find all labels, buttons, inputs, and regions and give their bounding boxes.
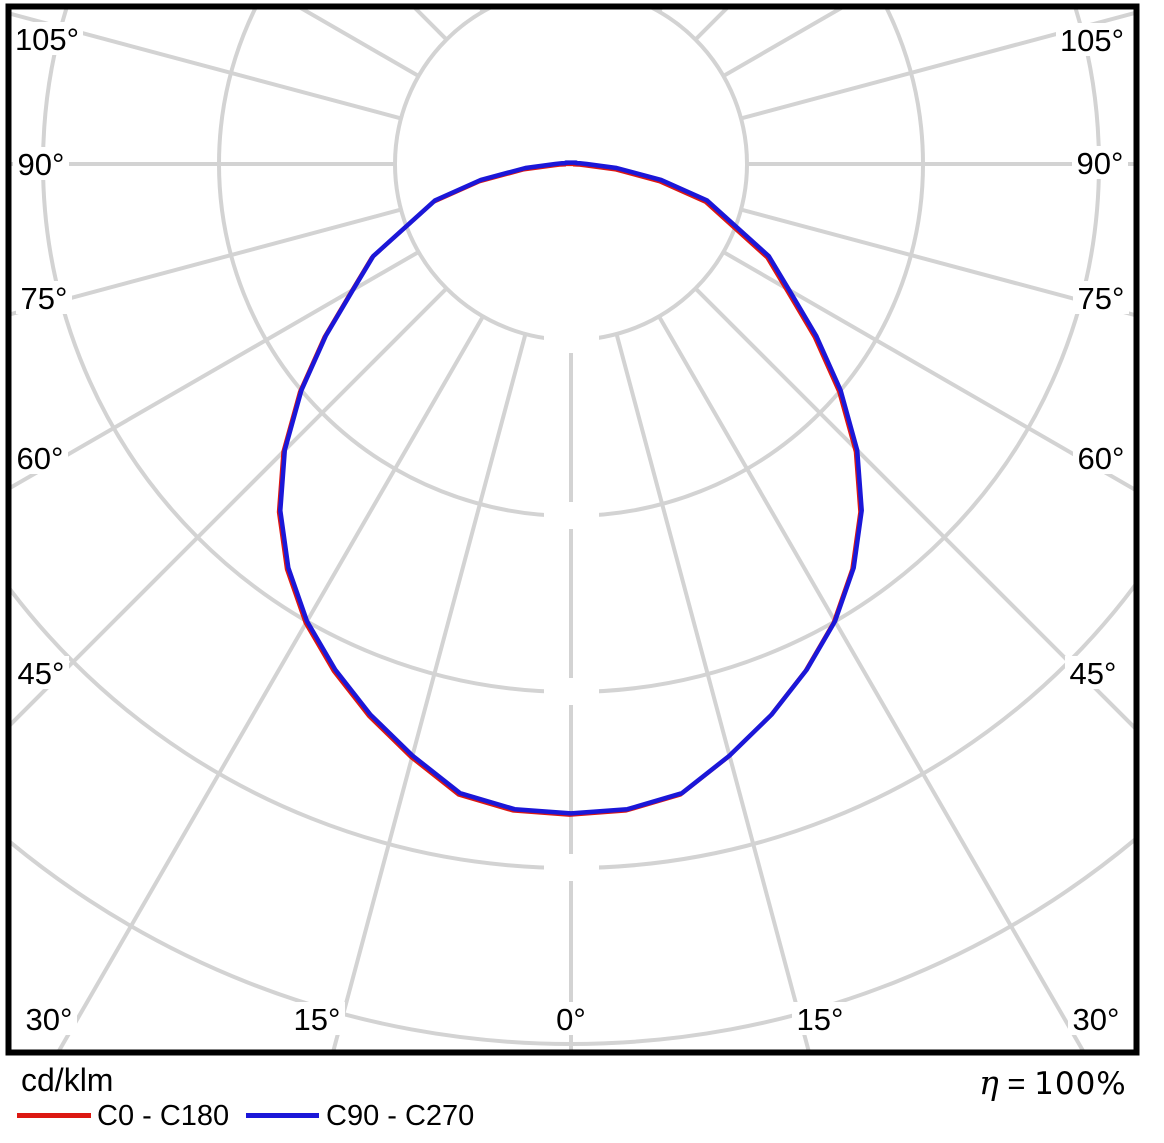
gamma-label: 60° bbox=[1078, 441, 1125, 476]
eta-equals: = bbox=[998, 1066, 1035, 1101]
gamma-label: 105° bbox=[15, 22, 79, 57]
gamma-label: 15° bbox=[294, 1002, 341, 1037]
gamma-label: 60° bbox=[17, 441, 64, 476]
gamma-label: 90° bbox=[1077, 146, 1124, 181]
gamma-label: 30° bbox=[1073, 1002, 1120, 1037]
legend-swatch-c0-c180 bbox=[17, 1113, 91, 1118]
gamma-label: 0° bbox=[556, 1002, 586, 1037]
gamma-label: 30° bbox=[26, 1002, 73, 1037]
unit-label: cd/klm bbox=[21, 1062, 114, 1098]
axis-label-boxes bbox=[544, 326, 599, 881]
curve-c90-c270 bbox=[278, 160, 864, 816]
legend-swatch-c90-c270 bbox=[246, 1113, 319, 1118]
gamma-label: 75° bbox=[1078, 281, 1125, 316]
legend-label-c90-c270: C90 - C270 bbox=[326, 1100, 475, 1132]
gamma-label: 75° bbox=[21, 281, 68, 316]
gamma-label: 105° bbox=[1060, 23, 1124, 58]
legend-label-c0-c180: C0 - C180 bbox=[97, 1100, 230, 1132]
eta-symbol: η bbox=[979, 1063, 999, 1102]
gamma-label: 15° bbox=[797, 1002, 844, 1037]
plot-frame bbox=[5, 3, 1140, 1056]
distribution-curves bbox=[276, 160, 864, 817]
gamma-label: 45° bbox=[18, 656, 65, 691]
gamma-label: 90° bbox=[18, 147, 65, 182]
eta-value: 100% bbox=[1034, 1066, 1127, 1102]
gamma-angle-labels: 105° 90° 75° 60° 45° 30° 15° 0° 15° 30° 45° 60° 75° 9… bbox=[11, 22, 1129, 1037]
gamma-label: 45° bbox=[1070, 656, 1117, 691]
efficiency-label: η = 100% bbox=[979, 1063, 1127, 1102]
